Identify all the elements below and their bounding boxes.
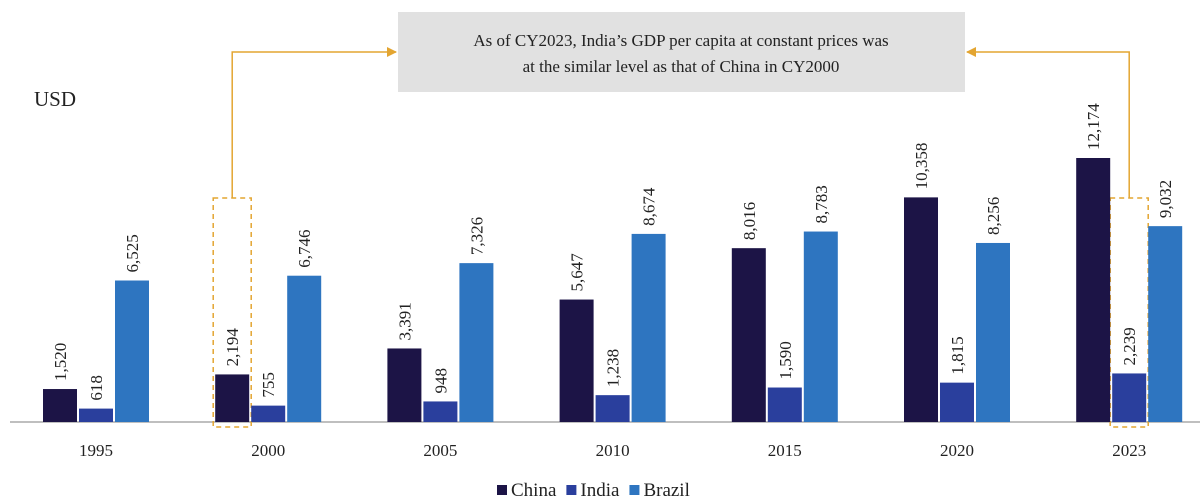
value-label: 1,520	[51, 343, 70, 381]
value-label: 618	[87, 375, 106, 401]
bar	[904, 197, 938, 422]
bar	[251, 405, 286, 422]
bar	[559, 299, 594, 422]
value-label: 3,391	[395, 302, 414, 340]
bar	[423, 401, 458, 422]
bar	[976, 242, 1010, 422]
bar	[287, 275, 322, 422]
bar	[1076, 158, 1111, 422]
x-tick-label: 2000	[251, 441, 285, 460]
value-label: 1,815	[948, 336, 967, 374]
value-label: 7,326	[467, 217, 486, 255]
highlights	[212, 47, 1149, 428]
highlight-arrow	[966, 47, 1130, 198]
x-tick-label: 1995	[79, 441, 113, 460]
legend-swatch	[629, 485, 640, 495]
legend-label: Brazil	[643, 480, 689, 501]
bar	[387, 348, 422, 422]
value-label: 948	[431, 368, 450, 394]
value-label: 6,525	[123, 234, 142, 272]
value-label: 5,647	[568, 253, 587, 292]
highlight-arrow	[231, 47, 397, 198]
bar	[940, 382, 974, 422]
unit-label: USD	[34, 87, 76, 111]
bar	[79, 408, 113, 422]
bar	[115, 280, 149, 422]
bar	[1148, 226, 1183, 422]
value-label: 1,238	[604, 349, 623, 387]
x-tick-label: 2023	[1112, 441, 1146, 460]
bar	[595, 395, 630, 422]
value-label: 9,032	[1156, 180, 1175, 218]
value-label: 1,590	[776, 341, 795, 379]
value-label: 2,194	[223, 328, 242, 367]
bar	[1112, 373, 1147, 422]
x-tick-label: 2015	[768, 441, 802, 460]
x-tick-label: 2010	[596, 441, 630, 460]
value-label: 755	[259, 372, 278, 398]
annotation-line: at the similar level as that of China in…	[523, 57, 840, 76]
legend-label: India	[580, 480, 620, 501]
bar	[459, 263, 494, 422]
value-label: 8,016	[740, 202, 759, 240]
bar	[631, 233, 666, 422]
legend-swatch	[497, 485, 507, 495]
value-label: 6,746	[295, 229, 314, 267]
bar	[767, 387, 802, 422]
annotation-line: As of CY2023, India’s GDP per capita at …	[473, 31, 888, 50]
value-label: 8,256	[984, 197, 1003, 235]
value-label: 8,674	[640, 187, 659, 226]
x-tick-label: 2020	[940, 441, 974, 460]
legend-swatch	[566, 485, 577, 495]
annotation-box	[398, 12, 965, 92]
value-label: 10,358	[912, 143, 931, 190]
legend-label: China	[511, 480, 557, 501]
bar	[803, 231, 838, 422]
value-label: 2,239	[1120, 327, 1139, 365]
value-label: 8,783	[812, 185, 831, 223]
bar	[43, 389, 77, 422]
x-tick-label: 2005	[423, 441, 457, 460]
value-label: 12,174	[1084, 103, 1103, 150]
bar	[215, 374, 250, 422]
bar	[731, 248, 766, 422]
